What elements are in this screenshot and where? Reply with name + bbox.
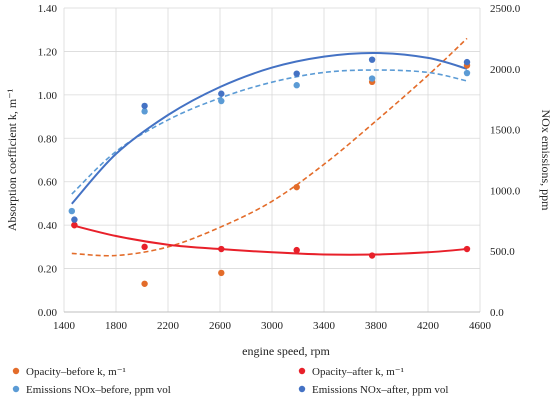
right-y-tick-label-4: 2000.0 <box>490 64 521 76</box>
left-y-tick-label-3: 0.60 <box>38 177 58 189</box>
legend: Opacity–before k, m⁻¹ Opacity–after k, m⁻… <box>12 366 448 396</box>
grid-lines <box>63 7 481 313</box>
x-tick-label-4: 3000 <box>261 320 284 332</box>
right-y-tick-label-1: 500.0 <box>490 246 515 258</box>
point-nox-after-4 <box>368 56 376 63</box>
trendline-opacity-before <box>71 37 468 257</box>
x-tick-label-0: 1400 <box>53 320 76 332</box>
legend-label-opacity-after: Opacity–after k, m⁻¹ <box>312 366 404 378</box>
point-opacity-before-3 <box>293 183 300 191</box>
trendline-opacity-after <box>71 224 468 256</box>
legend-label-opacity-before: Opacity–before k, m⁻¹ <box>26 366 126 378</box>
x-tick-label-5: 3400 <box>313 320 336 332</box>
point-nox-before-5 <box>463 69 471 77</box>
point-opacity-before-2 <box>218 269 225 277</box>
x-tick-label-3: 2600 <box>209 320 232 332</box>
right-y-tick-label-5: 2500.0 <box>490 3 521 15</box>
point-opacity-after-3 <box>293 246 300 254</box>
point-nox-after-1 <box>141 102 148 110</box>
left-y-tick-label-4: 0.80 <box>38 133 58 145</box>
point-nox-before-1 <box>141 108 148 115</box>
legend-marker-opacity-before <box>12 367 20 375</box>
point-nox-before-0 <box>68 207 76 215</box>
legend-label-nox-after: Emissions NOx–after, ppm vol <box>312 384 448 396</box>
left-y-axis-title: Absorption coefficient k, m⁻¹ <box>5 88 19 231</box>
left-y-tick-label-2: 0.40 <box>38 220 58 232</box>
point-opacity-after-1 <box>141 243 148 251</box>
point-nox-after-0 <box>71 216 78 223</box>
right-y-tick-label-3: 1500.0 <box>490 125 521 137</box>
legend-marker-opacity-after <box>298 367 306 375</box>
point-nox-before-3 <box>293 82 300 89</box>
x-tick-label-6: 3800 <box>365 320 388 332</box>
left-y-tick-labels: 0.00 0.20 0.40 0.60 0.80 1.00 1.20 1.40 <box>38 3 58 319</box>
right-y-tick-label-2: 1000.0 <box>490 185 521 197</box>
left-y-tick-label-0: 0.00 <box>38 307 58 319</box>
trendline-nox-after <box>71 51 468 205</box>
x-tick-label-2: 2200 <box>157 320 180 332</box>
left-y-tick-label-5: 1.00 <box>38 90 58 102</box>
x-tick-label-8: 4600 <box>469 320 492 332</box>
trendlines <box>71 37 468 257</box>
point-nox-after-2 <box>218 90 225 97</box>
point-opacity-after-0 <box>71 221 78 229</box>
x-tick-label-7: 4200 <box>417 320 440 332</box>
point-opacity-after-4 <box>368 252 376 259</box>
point-nox-after-3 <box>293 70 300 77</box>
right-y-axis-title: NOx emissions, ppm <box>539 109 550 211</box>
right-y-tick-label-0: 0.0 <box>490 307 504 319</box>
legend-marker-nox-after <box>298 385 306 393</box>
point-opacity-after-5 <box>463 245 471 253</box>
point-opacity-before-1 <box>141 280 148 287</box>
point-nox-before-2 <box>218 97 225 105</box>
left-y-tick-label-1: 0.20 <box>38 264 58 276</box>
legend-marker-nox-before <box>12 385 20 393</box>
x-tick-labels: 1400 1800 2200 2600 3000 3400 3800 4200 4600 <box>53 320 492 332</box>
right-y-tick-labels: 0.0 500.0 1000.0 1500.0 2000.0 2500.0 <box>490 3 521 319</box>
x-axis-title: engine speed, rpm <box>242 344 330 358</box>
left-y-tick-label-7: 1.40 <box>38 3 58 15</box>
point-nox-before-4 <box>368 75 376 82</box>
x-tick-label-1: 1800 <box>105 320 128 332</box>
point-nox-after-5 <box>463 58 471 66</box>
data-points <box>68 56 471 287</box>
left-y-tick-label-6: 1.20 <box>38 46 58 58</box>
point-opacity-after-2 <box>218 245 225 253</box>
legend-label-nox-before: Emissions NOx–before, ppm vol <box>26 384 171 396</box>
trendline-nox-before <box>71 69 468 195</box>
